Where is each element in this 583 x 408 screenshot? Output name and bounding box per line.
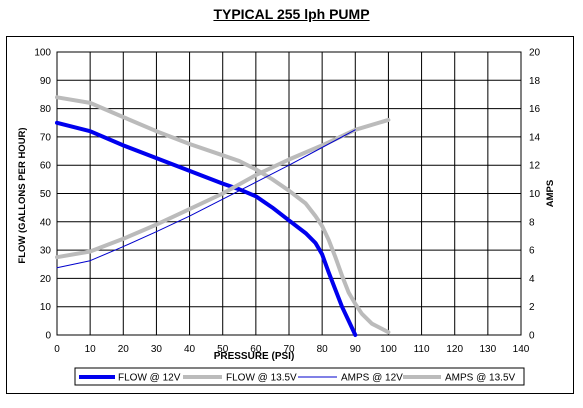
y2-axis-title: AMPS — [545, 180, 556, 207]
y-tick-label: 0 — [45, 331, 51, 342]
x-tick-label: 90 — [350, 344, 362, 355]
y-tick-label: 20 — [40, 274, 52, 285]
series-line-amps-12v — [56, 129, 356, 269]
y2-tick-label: 16 — [529, 104, 541, 115]
legend-label: AMPS @ 12V — [341, 373, 403, 384]
y-tick-label: 10 — [40, 302, 52, 313]
y-tick-label: 50 — [40, 189, 52, 200]
chart-title: TYPICAL 255 lph PUMP — [213, 6, 370, 22]
y-tick-label: 60 — [40, 161, 52, 172]
series-line-flow-13-5v — [55, 95, 391, 335]
y-axis-title: FLOW (GALLONS PER HOUR) — [17, 127, 28, 263]
y2-tick-label: 18 — [529, 76, 541, 87]
y2-tick-label: 0 — [529, 331, 535, 342]
y2-tick-label: 12 — [529, 161, 541, 172]
x-tick-label: 70 — [283, 344, 295, 355]
x-axis-title: PRESSURE (PSI) — [214, 351, 295, 362]
x-tick-label: 130 — [480, 344, 497, 355]
x-tick-label: 140 — [513, 344, 530, 355]
x-tick-label: 50 — [217, 344, 229, 355]
axis-layer: 0 10 20 30 40 50 60 70 80 90 100 110 120 130 140010203… — [17, 48, 556, 363]
y2-tick-label: 2 — [529, 302, 535, 313]
legend-label: FLOW @ 13.5V — [226, 373, 297, 384]
series-line-flow-12v — [55, 120, 358, 337]
x-tick-label: 60 — [250, 344, 262, 355]
x-tick-label: 20 — [118, 344, 130, 355]
x-tick-label: 30 — [151, 344, 163, 355]
x-tick-label: 80 — [317, 344, 329, 355]
chart-frame — [6, 36, 574, 394]
legend: FLOW @ 12V FLOW @ 13.5V AMPS @ 12V AMPS @ 1… — [74, 367, 525, 386]
x-tick-label: 110 — [414, 344, 430, 355]
y-tick-label: 100 — [34, 48, 51, 59]
x-tick-label: 40 — [184, 344, 196, 355]
series-layer — [55, 95, 391, 337]
legend-label: AMPS @ 13.5V — [445, 373, 516, 384]
legend-label: FLOW @ 12V — [118, 373, 181, 384]
y2-tick-label: 4 — [529, 274, 535, 285]
x-tick-label: 120 — [446, 344, 463, 355]
x-tick-label: 0 — [54, 344, 60, 355]
y-tick-label: 30 — [40, 246, 52, 257]
y-tick-label: 90 — [40, 76, 52, 87]
series-line-amps-13-5v — [55, 117, 391, 260]
y-tick-label: 70 — [40, 132, 52, 143]
x-tick-label: 10 — [85, 344, 97, 355]
y-tick-label: 80 — [40, 104, 52, 115]
y2-tick-label: 10 — [529, 189, 541, 200]
x-tick-label: 100 — [380, 344, 397, 355]
y2-tick-label: 20 — [529, 48, 541, 59]
y2-tick-label: 8 — [529, 217, 535, 228]
y-tick-label: 40 — [40, 217, 52, 228]
y2-tick-label: 14 — [529, 132, 541, 143]
y2-tick-label: 6 — [529, 246, 535, 257]
grid-layer — [56, 51, 522, 336]
